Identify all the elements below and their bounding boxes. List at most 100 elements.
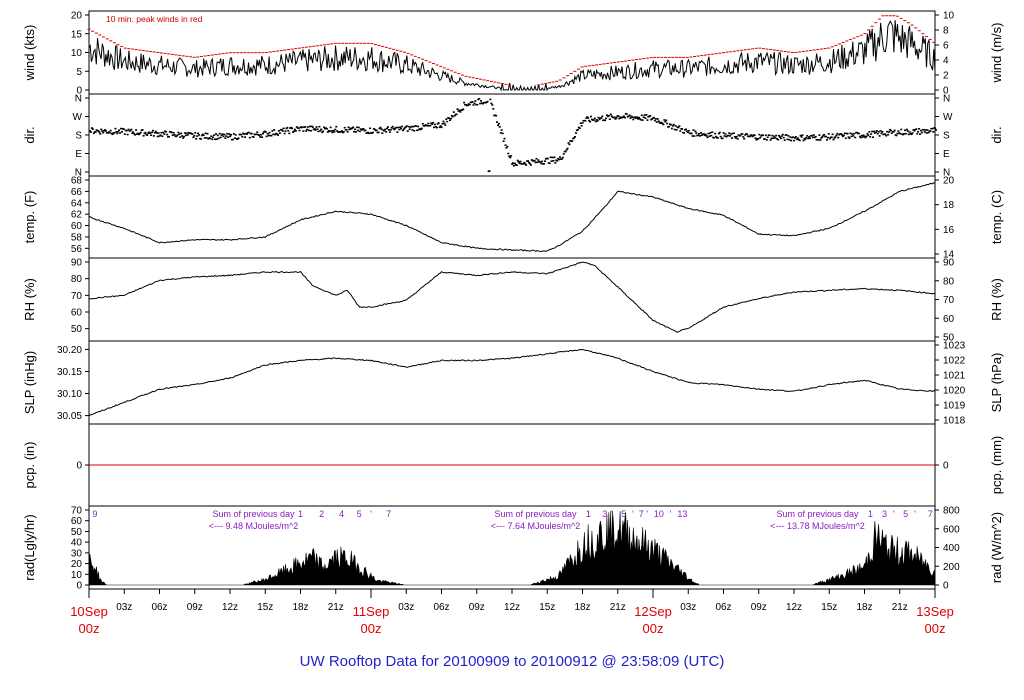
dir-point — [197, 132, 200, 135]
dir-point — [194, 132, 197, 134]
dir-point — [141, 129, 144, 131]
dir-point — [638, 118, 641, 120]
dir-point — [398, 128, 401, 131]
dir-point — [90, 127, 93, 129]
wind-tick-label-right: 2 — [943, 71, 949, 82]
dir-point — [707, 132, 710, 135]
dir-point — [291, 127, 294, 130]
dir-point — [826, 139, 828, 141]
dir-point — [575, 132, 577, 134]
dir-tick-label-right: E — [943, 149, 950, 160]
dir-point — [778, 134, 780, 137]
dir-point — [919, 133, 921, 135]
dir-point — [281, 130, 284, 132]
dir-point — [677, 126, 680, 129]
dir-point — [907, 133, 910, 136]
dir-point — [105, 130, 107, 132]
dir-point — [453, 114, 456, 117]
dir-point — [359, 128, 362, 130]
dir-point — [721, 137, 724, 140]
dir-point — [579, 122, 582, 124]
x-tick-label: 18z — [574, 602, 590, 613]
dir-point — [724, 133, 727, 135]
dir-point — [307, 126, 310, 128]
dir-point — [371, 131, 374, 134]
time-axis: 03z 06z 09z 12z 15z 18z 21z 03z 06z 09z 12z 15z 18z 2… — [70, 589, 954, 636]
slp-tick-label-right: 1023 — [943, 341, 966, 352]
dir-point — [911, 132, 914, 134]
dir-point — [831, 133, 834, 136]
rad-hour-count: 7 — [928, 509, 933, 519]
dir-point — [779, 137, 782, 140]
dir-point — [870, 133, 873, 135]
dir-point — [787, 135, 790, 137]
dir-point — [766, 136, 769, 139]
dir-point — [872, 136, 874, 138]
dir-point — [236, 138, 239, 141]
dir-point — [117, 130, 120, 133]
dir-point — [888, 128, 891, 131]
dir-point — [277, 130, 280, 132]
dir-point — [186, 134, 189, 136]
dir-point — [773, 135, 776, 138]
dir-point — [789, 136, 792, 138]
dir-point — [923, 131, 926, 133]
dir-point — [228, 133, 231, 135]
dir-point — [434, 123, 436, 126]
dir-point — [861, 136, 864, 138]
dir-point — [503, 137, 506, 140]
dir-point — [356, 129, 359, 132]
dir-point — [459, 111, 462, 113]
dir-point — [393, 128, 396, 131]
dir-point — [119, 132, 122, 134]
dir-point — [452, 111, 455, 113]
dir-point — [121, 131, 123, 133]
dir-point — [653, 116, 655, 119]
dir-point — [685, 128, 687, 131]
dir-point — [832, 138, 835, 141]
dir-point — [810, 134, 813, 137]
dir-point — [651, 118, 654, 120]
dir-point — [786, 138, 789, 141]
dir-point — [492, 108, 495, 110]
dir-point — [743, 137, 746, 140]
dir-point — [111, 133, 114, 136]
dir-point — [151, 131, 153, 134]
dir-point — [147, 132, 150, 134]
temp-ylabel-left: temp. (F) — [22, 191, 37, 244]
wind-tick-label-left: 0 — [76, 86, 82, 97]
dir-point — [768, 134, 771, 137]
dir-point — [866, 132, 869, 135]
dir-point — [666, 122, 669, 125]
dir-point — [507, 152, 510, 155]
dir-point — [310, 125, 313, 128]
rad-hour-count: ' — [893, 509, 895, 519]
dir-point — [770, 137, 773, 140]
dir-point — [704, 133, 707, 136]
dir-point — [705, 135, 708, 137]
dir-point — [817, 139, 820, 141]
dir-point — [785, 134, 788, 136]
dir-point — [120, 127, 122, 130]
dir-point — [362, 128, 365, 130]
dir-point — [288, 132, 291, 135]
slp-line — [88, 348, 936, 417]
slp-tick-label-right: 1020 — [943, 386, 966, 397]
dir-point — [529, 164, 532, 166]
dir-point — [847, 136, 850, 138]
dir-tick-label-left: N — [75, 94, 82, 105]
rad-hour-count: 1 — [868, 509, 873, 519]
rh-tick-label-right: 70 — [943, 295, 955, 306]
dir-point — [319, 130, 322, 132]
dir-point — [899, 132, 902, 135]
dir-point — [142, 135, 145, 137]
dir-point — [835, 134, 838, 137]
dir-point — [347, 126, 350, 129]
dir-point — [214, 138, 216, 141]
dir-point — [590, 115, 592, 118]
dir-point — [152, 129, 154, 132]
dir-point — [247, 131, 250, 134]
temp-tick-label-right: 18 — [943, 200, 955, 211]
dir-point — [461, 109, 464, 111]
dir-point — [435, 126, 438, 129]
